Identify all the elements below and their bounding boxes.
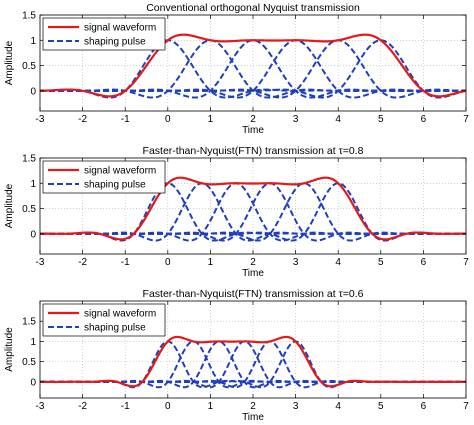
x-axis-label: Time [242,412,264,423]
y-tick-label: 0 [30,86,36,97]
y-tick-label: 1 [30,36,36,47]
y-tick-label: 1 [30,179,36,190]
chart-title: Conventional orthogonal Nyquist transmis… [146,2,360,14]
x-tick-label: 1 [208,257,214,268]
plot-content [40,33,466,99]
legend: signal waveform shaping pulse [42,160,166,194]
y-tick-label: 1.5 [22,11,36,22]
y-tick-label: 1.5 [22,154,36,165]
y-tick-label: 0.5 [22,204,36,215]
y-tick-label: 0 [30,377,36,388]
x-tick-label: -1 [121,257,130,268]
x-tick-label: 2 [250,114,256,125]
x-tick-label: 4 [335,257,341,268]
signal-waveform-line [40,33,466,98]
legend-pulse-label: shaping pulse [84,323,146,334]
y-axis-label: Amplitude [4,327,15,372]
x-axis-label: Time [242,125,264,136]
x-tick-label: -3 [36,401,45,412]
x-tick-label: 4 [335,401,341,412]
signal-waveform-line [40,335,466,388]
shaping-pulse-5 [40,182,466,242]
legend-pulse-label: shaping pulse [84,37,146,48]
plot-content [40,335,466,389]
x-tick-label: -2 [78,401,87,412]
x-tick-label: -1 [121,401,130,412]
x-tick-label: -2 [78,257,87,268]
x-tick-label: -3 [36,257,45,268]
signal-waveform-line [40,176,466,241]
x-tick-label: 5 [378,114,384,125]
legend-box [42,303,166,337]
legend-signal-label: signal waveform [84,309,156,320]
x-tick-label: 5 [378,401,384,412]
x-tick-label: 0 [165,114,171,125]
x-tick-label: 1 [208,114,214,125]
x-tick-label: 2 [250,401,256,412]
chart-title: Faster-than-Nyquist(FTN) transmission at… [143,288,364,300]
x-tick-label: 7 [463,401,469,412]
x-tick-label: 4 [335,114,341,125]
legend-signal-label: signal waveform [84,23,156,34]
legend-signal-label: signal waveform [84,166,156,177]
chart-2: -3 -2 -1 0 1 2 3 4 5 6 7 0 0.5 1 1.5 Faster-than-Nyquis… [4,145,469,279]
shaping-pulse-5 [40,39,466,99]
x-tick-label: 6 [421,114,427,125]
y-tick-label: 0.5 [22,357,36,368]
x-tick-label: 3 [293,114,299,125]
x-tick-label: 6 [421,257,427,268]
shaping-pulse-4 [40,39,466,99]
y-tick-label: 1.5 [22,317,36,328]
chart-1: -3 -2 -1 0 1 2 3 4 5 6 7 0 0.5 1 1.5 Conventional ortho… [4,2,469,136]
y-tick-label: 1 [30,337,36,348]
x-tick-label: 6 [421,401,427,412]
x-axis-label: Time [242,268,264,279]
y-tick-label: 0 [30,229,36,240]
x-tick-label: -3 [36,114,45,125]
x-tick-label: 3 [293,401,299,412]
plot-content [40,176,466,242]
chart-3: -3 -2 -1 0 1 2 3 4 5 6 7 0 0.5 1 1.5 Faster-than-Nyquis… [4,288,469,423]
x-tick-label: 0 [165,257,171,268]
chart-title: Faster-than-Nyquist(FTN) transmission at… [143,145,364,157]
x-tick-label: -2 [78,114,87,125]
legend: signal waveform shaping pulse [42,303,166,337]
x-tick-label: 7 [463,114,469,125]
y-axis-label: Amplitude [4,40,15,85]
x-tick-label: 1 [208,401,214,412]
y-axis-label: Amplitude [4,183,15,228]
x-tick-label: -1 [121,114,130,125]
x-tick-label: 7 [463,257,469,268]
legend-pulse-label: shaping pulse [84,180,146,191]
legend: signal waveform shaping pulse [42,17,166,51]
x-tick-label: 2 [250,257,256,268]
x-tick-label: 3 [293,257,299,268]
x-tick-label: 5 [378,257,384,268]
legend-box [42,160,166,194]
y-tick-label: 0.5 [22,61,36,72]
x-tick-label: 0 [165,401,171,412]
legend-box [42,17,166,51]
